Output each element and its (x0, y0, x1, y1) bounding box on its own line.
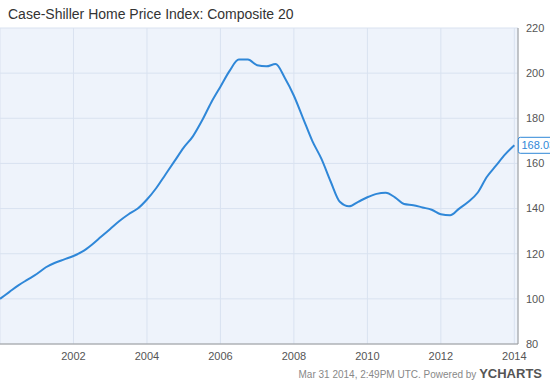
html-text:Mar 31 2014, 2:49PM UTC. Power: Mar 31 2014, 2:49PM UTC. Powered by YCHA… (298, 366, 542, 381)
svg-text:2004: 2004 (135, 350, 159, 362)
svg-text:200: 200 (526, 67, 542, 79)
svg-text:120: 120 (526, 248, 542, 260)
svg-text:220: 220 (526, 22, 542, 34)
svg-text:140: 140 (526, 202, 542, 214)
svg-text:160: 160 (526, 157, 542, 169)
svg-text:2002: 2002 (61, 350, 85, 362)
html-text:Case-Shiller Home Price Index:: Case-Shiller Home Price Index: Composite… (8, 6, 294, 22)
svg-text:2012: 2012 (429, 350, 453, 362)
svg-text:2008: 2008 (282, 350, 306, 362)
svg-text:80: 80 (526, 338, 538, 350)
svg-text:2010: 2010 (355, 350, 379, 362)
svg-text:180: 180 (526, 112, 542, 124)
svg-text:100: 100 (526, 293, 542, 305)
svg-text:168.03: 168.03 (521, 139, 542, 151)
svg-text:2006: 2006 (208, 350, 232, 362)
svg-text:2014: 2014 (502, 350, 526, 362)
